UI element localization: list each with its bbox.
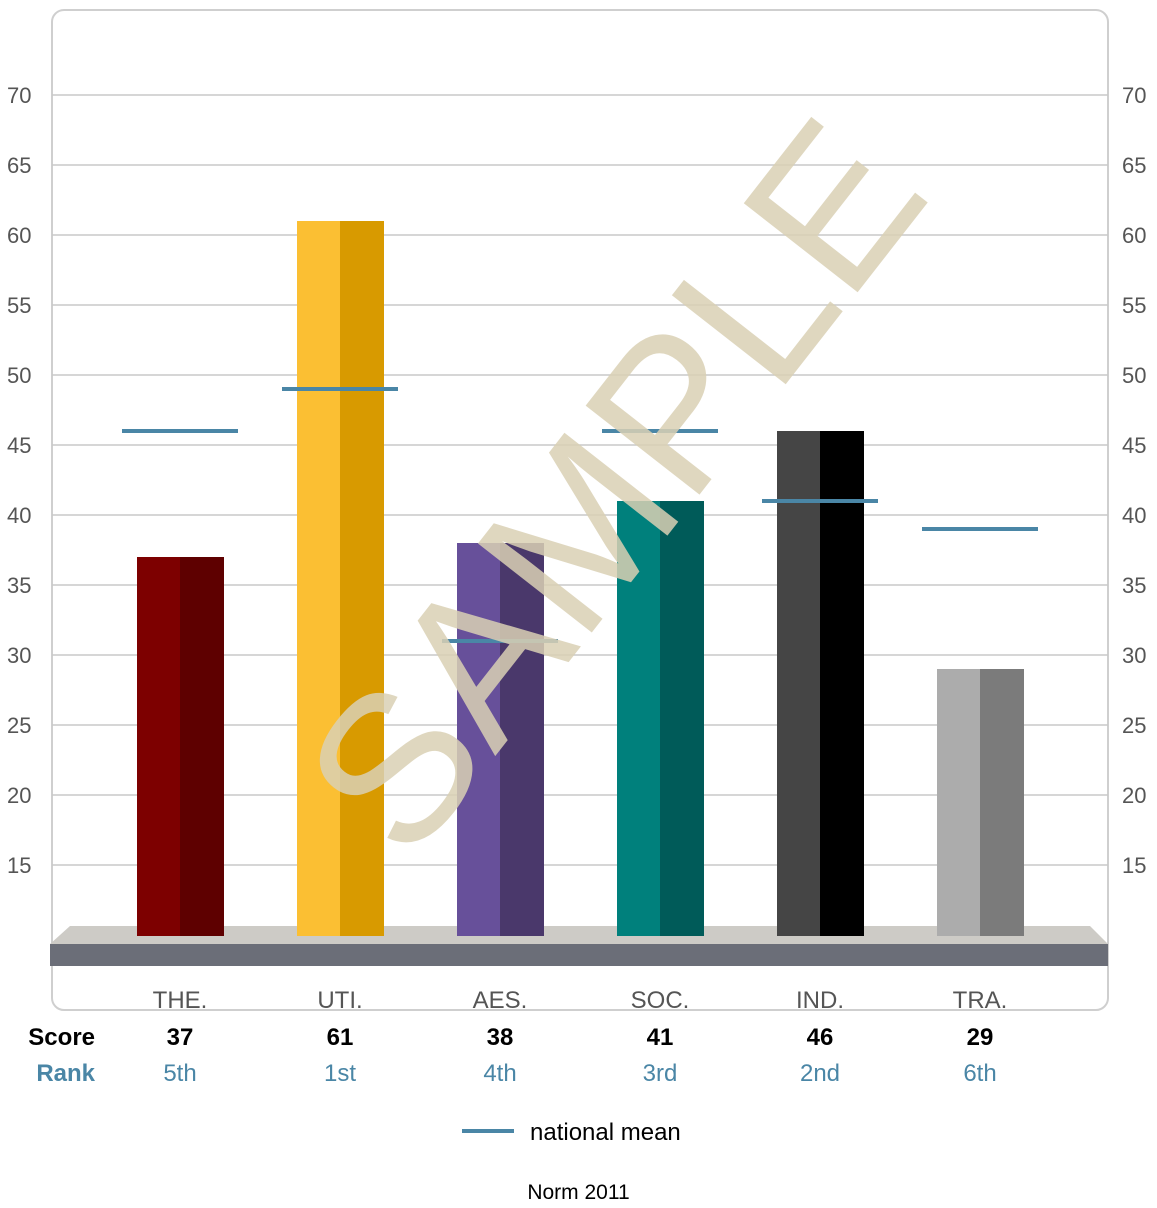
bar-tra-right (980, 669, 1024, 936)
y-tick-label-left: 20 (7, 783, 31, 808)
y-tick-label-right: 15 (1122, 853, 1146, 878)
rank-value: 3rd (642, 1060, 678, 1087)
bar-the-left (137, 557, 180, 936)
rank-value: 1st (323, 1060, 356, 1087)
y-tick-label-left: 40 (7, 503, 31, 528)
bar-aes-left (457, 543, 500, 936)
y-tick-label-left: 25 (7, 713, 31, 738)
y-tick-label-left: 65 (7, 153, 31, 178)
y-tick-label-right: 55 (1122, 293, 1146, 318)
y-tick-label-right: 35 (1122, 573, 1146, 598)
bar-ind-left (777, 431, 820, 936)
category-label: AES. (472, 987, 528, 1014)
national-mean-legend-label: national mean (530, 1119, 681, 1146)
rank-value: 4th (483, 1060, 517, 1087)
category-label: IND. (796, 987, 844, 1014)
norm-footer: Norm 2011 (527, 1181, 630, 1204)
bar-ind-right (820, 431, 864, 936)
bar-aes-right (500, 543, 544, 936)
score-value: 38 (486, 1024, 514, 1051)
y-tick-label-left: 45 (7, 433, 31, 458)
y-tick-label-left: 50 (7, 363, 31, 388)
y-tick-label-right: 45 (1122, 433, 1146, 458)
y-tick-label-right: 65 (1122, 153, 1146, 178)
category-label: TRA. (952, 987, 1008, 1014)
y-tick-label-right: 50 (1122, 363, 1146, 388)
national-mean-legend-swatch (462, 1129, 514, 1133)
score-value: 46 (806, 1024, 834, 1051)
score-value: 37 (166, 1024, 194, 1051)
rank-value: 6th (963, 1060, 997, 1087)
y-tick-label-right: 25 (1122, 713, 1146, 738)
score-value: 61 (326, 1024, 354, 1051)
bar-soc-left (617, 501, 660, 936)
y-tick-label-right: 30 (1122, 643, 1146, 668)
bar-tra-left (937, 669, 980, 936)
y-tick-label-right: 70 (1122, 83, 1146, 108)
bar-uti-left (297, 221, 340, 936)
bar-uti-right (340, 221, 384, 936)
y-tick-label-left: 30 (7, 643, 31, 668)
bar-soc-right (660, 501, 704, 936)
y-tick-label-right: 20 (1122, 783, 1146, 808)
category-label: UTI. (317, 987, 363, 1014)
y-tick-label-right: 60 (1122, 223, 1146, 248)
bar-chart: 15 15 20 20 25 25 30 30 35 35 40 40 45 45 50 50 55 55 60 60… (7, 9, 1146, 1011)
bar-the-right (180, 557, 224, 936)
y-tick-label-left: 60 (7, 223, 31, 248)
plot-frame (51, 9, 1109, 1011)
y-tick-label-left: 55 (7, 293, 31, 318)
rank-row-label: Rank (36, 1060, 95, 1087)
rank-value: 5th (163, 1060, 197, 1087)
category-label: THE. (152, 987, 208, 1014)
y-tick-label-left: 35 (7, 573, 31, 598)
score-value: 41 (646, 1024, 674, 1051)
y-tick-label-left: 15 (7, 853, 31, 878)
score-value: 29 (966, 1024, 994, 1051)
floor-front (50, 944, 1108, 966)
category-label: SOC. (630, 987, 690, 1014)
y-tick-label-left: 70 (7, 83, 31, 108)
score-row-label: Score (28, 1024, 95, 1051)
y-tick-label-right: 40 (1122, 503, 1146, 528)
rank-value: 2nd (799, 1060, 841, 1087)
